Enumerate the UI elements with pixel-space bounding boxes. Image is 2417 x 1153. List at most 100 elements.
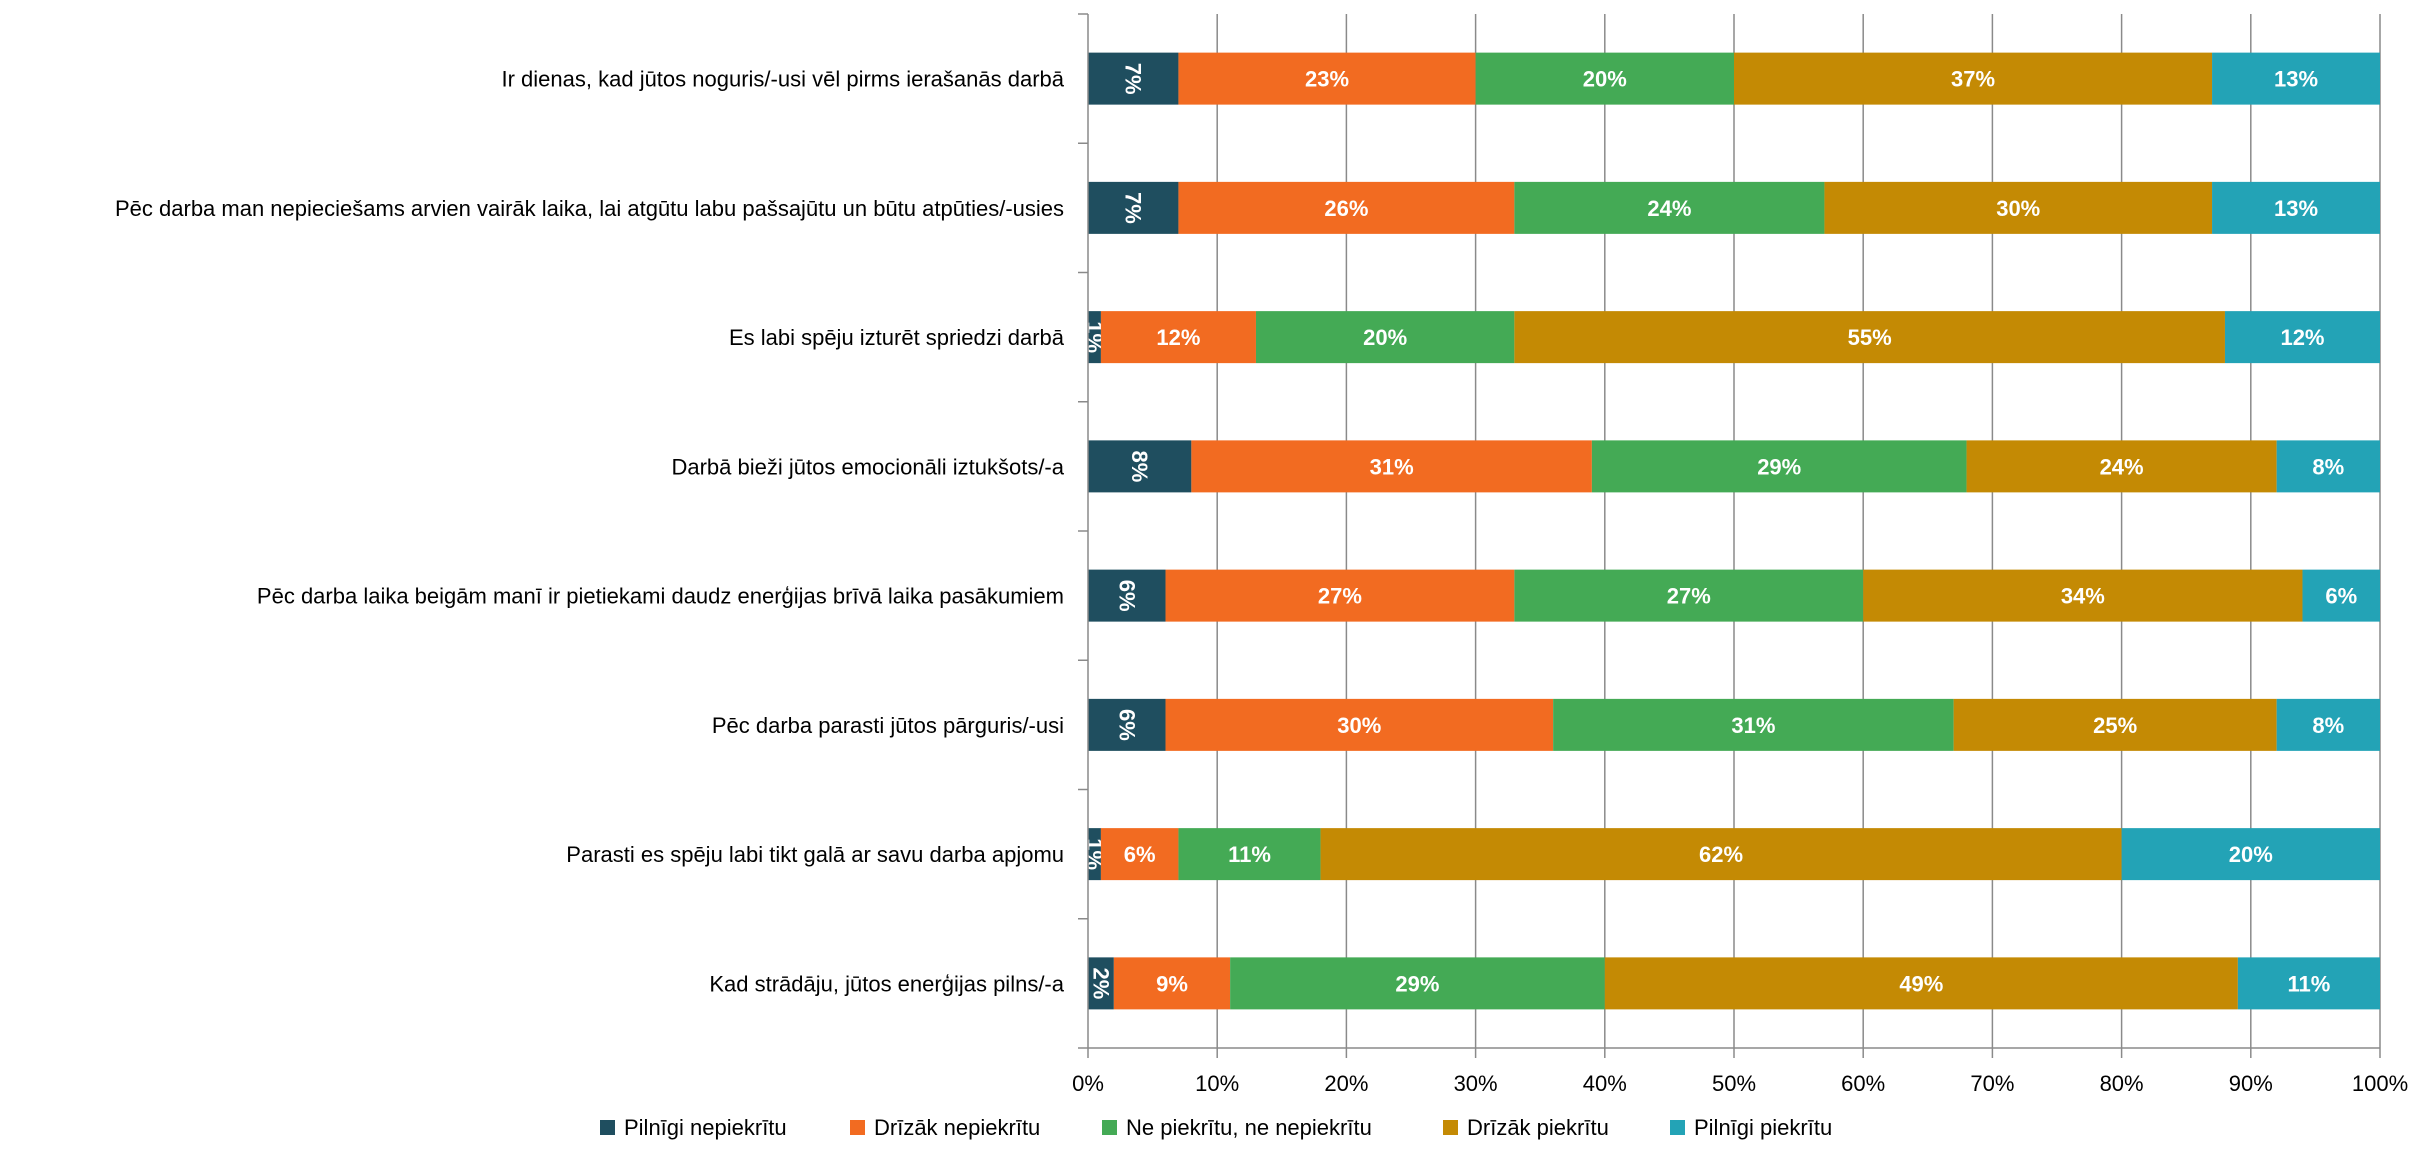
bar-segment	[1165, 569, 1515, 622]
x-tick-label: 80%	[2100, 1071, 2144, 1096]
legend-swatch	[1670, 1120, 1685, 1135]
legend-item: Drīzāk piekrītu	[1443, 1115, 1609, 1140]
x-tick-label: 60%	[1841, 1071, 1885, 1096]
bar-segment	[1255, 311, 1515, 364]
category-label: Es labi spēju izturēt spriedzi darbā	[729, 325, 1065, 350]
data-label: 20%	[1583, 67, 1627, 92]
category-label: Pēc darba laika beigām manī ir pietiekam…	[257, 584, 1064, 609]
axes	[1078, 13, 2381, 1058]
data-label: 27%	[1318, 584, 1362, 609]
category-label: Parasti es spēju labi tikt galā ar savu …	[566, 842, 1064, 867]
legend-item: Pilnīgi piekrītu	[1670, 1115, 1832, 1140]
bar-segment	[1088, 440, 1192, 493]
bar-segment	[1178, 828, 1321, 881]
bar-segment	[1824, 181, 2213, 234]
data-label: 6%	[1114, 580, 1139, 612]
bar-segment	[1320, 828, 2122, 881]
bar-segment	[1088, 828, 1101, 881]
legend-label: Ne piekrītu, ne nepiekrītu	[1126, 1115, 1372, 1140]
data-label: 24%	[1647, 196, 1691, 221]
bar-segment	[1514, 311, 2225, 364]
bar-segment	[1514, 569, 1864, 622]
data-label: 49%	[1899, 971, 1943, 996]
legend-label: Drīzāk piekrītu	[1467, 1115, 1609, 1140]
bar-segment	[1734, 52, 2213, 105]
x-tick-label: 70%	[1970, 1071, 2014, 1096]
bar-segment	[1088, 569, 1166, 622]
category-label: Kad strādāju, jūtos enerģijas pilns/-a	[709, 971, 1064, 996]
data-label: 25%	[2093, 713, 2137, 738]
data-label: 6%	[1124, 842, 1156, 867]
legend-swatch	[850, 1120, 865, 1135]
bar-segment	[1191, 440, 1592, 493]
bar-segment	[1863, 569, 2303, 622]
data-label: 11%	[1228, 842, 1271, 867]
data-label: 31%	[1731, 713, 1775, 738]
data-label: 29%	[1757, 454, 1801, 479]
data-label: 12%	[2280, 325, 2324, 350]
data-label: 9%	[1156, 971, 1188, 996]
data-label: 7%	[1121, 192, 1146, 224]
bar-segment	[1604, 957, 2238, 1010]
data-label: 26%	[1324, 196, 1368, 221]
category-labels: Ir dienas, kad jūtos noguris/-usi vēl pi…	[115, 67, 1065, 997]
x-tick-label: 40%	[1583, 1071, 1627, 1096]
bar-segment	[1475, 52, 1734, 105]
data-label: 30%	[1337, 713, 1381, 738]
bar-segment	[1591, 440, 1967, 493]
bar-segment	[1966, 440, 2277, 493]
gridlines	[1216, 14, 2381, 1048]
x-tick-label: 10%	[1195, 1071, 1239, 1096]
bar-segment	[1088, 311, 1101, 364]
bars: 7% 23% 20% 37% 13%7% 26% 24% 30% 13%1% 12% 20% 55% 1…	[1082, 52, 2380, 1010]
data-label: 6%	[1114, 709, 1139, 741]
data-label: 11%	[2288, 971, 2331, 996]
x-tick-label: 30%	[1454, 1071, 1498, 1096]
data-label: 20%	[1363, 325, 1407, 350]
legend-item: Ne piekrītu, ne nepiekrītu	[1102, 1115, 1372, 1140]
category-label: Pēc darba man nepieciešams arvien vairāk…	[115, 196, 1064, 221]
bar-segment	[1088, 957, 1114, 1010]
legend-label: Pilnīgi piekrītu	[1694, 1115, 1832, 1140]
bar-segment	[2237, 957, 2380, 1010]
legend-swatch	[600, 1120, 615, 1135]
bar-segment	[2224, 311, 2380, 364]
legend-swatch	[1102, 1120, 1117, 1135]
data-label: 2%	[1088, 967, 1113, 999]
data-label: 55%	[1848, 325, 1892, 350]
data-label: 24%	[2100, 454, 2144, 479]
category-label: Pēc darba parasti jūtos pārguris/-usi	[712, 713, 1064, 738]
bar-segment	[1178, 181, 1515, 234]
data-label: 7%	[1121, 63, 1146, 95]
bar-segment	[1088, 698, 1166, 751]
bar-segment	[1514, 181, 1825, 234]
legend-swatch	[1443, 1120, 1458, 1135]
bar-segment	[1088, 181, 1179, 234]
bar-segment	[2212, 52, 2380, 105]
data-label: 37%	[1951, 67, 1995, 92]
bar-segment	[2121, 828, 2380, 881]
data-label: 13%	[2274, 67, 2318, 92]
bar-segment	[1088, 52, 1179, 105]
data-label: 6%	[2325, 584, 2357, 609]
category-label: Darbā bieži jūtos emocionāli iztukšots/-…	[671, 454, 1064, 479]
data-label: 30%	[1996, 196, 2040, 221]
legend: Pilnīgi nepiekrītu Drīzāk nepiekrītu Ne pi…	[600, 1115, 1832, 1140]
bar-segment	[1230, 957, 1605, 1010]
bar-segment	[1113, 957, 1231, 1010]
legend-item: Pilnīgi nepiekrītu	[600, 1115, 787, 1140]
data-label: 8%	[1127, 450, 1152, 482]
data-label: 20%	[2229, 842, 2273, 867]
bar-segment	[2212, 181, 2380, 234]
x-tick-label: 20%	[1324, 1071, 1368, 1096]
legend-label: Pilnīgi nepiekrītu	[624, 1115, 787, 1140]
data-label: 31%	[1370, 454, 1414, 479]
data-label: 12%	[1156, 325, 1200, 350]
data-label: 23%	[1305, 67, 1349, 92]
data-label: 29%	[1395, 971, 1439, 996]
data-label: 34%	[2061, 584, 2105, 609]
bar-segment	[1178, 52, 1476, 105]
x-tick-label: 90%	[2229, 1071, 2273, 1096]
bar-segment	[1165, 698, 1554, 751]
